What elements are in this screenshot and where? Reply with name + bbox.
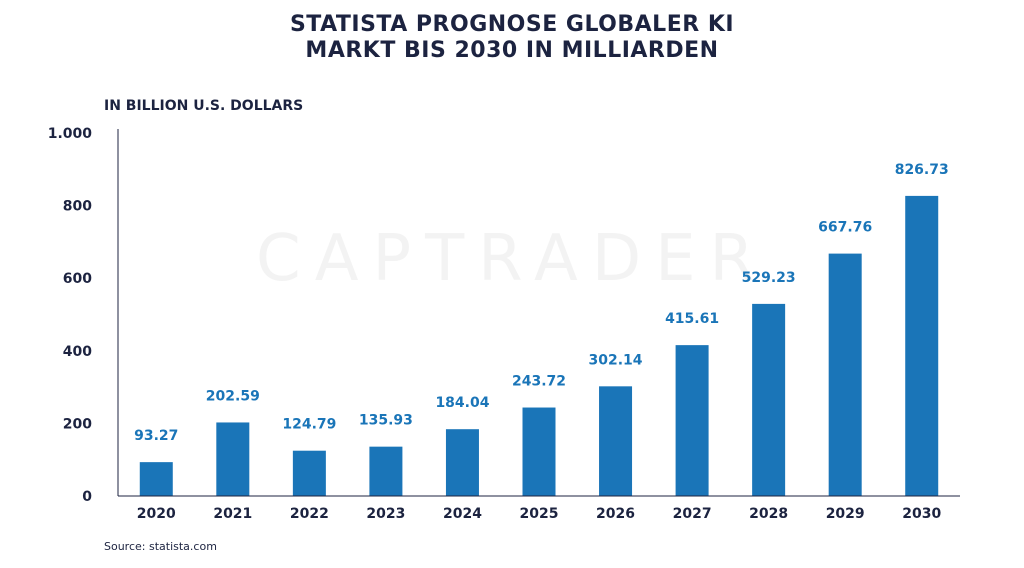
source-note: Source: statista.com bbox=[104, 540, 217, 553]
x-tick-label: 2026 bbox=[596, 506, 635, 522]
y-axis-ticks: 0 200 400 600 800 1.000 bbox=[48, 126, 93, 505]
bar bbox=[369, 446, 403, 496]
data-label: 135.93 bbox=[359, 413, 413, 429]
y-tick-label: 800 bbox=[63, 199, 92, 215]
x-tick-label: 2025 bbox=[520, 506, 559, 522]
y-tick-label: 1.000 bbox=[48, 126, 93, 142]
bar bbox=[675, 345, 709, 496]
data-label: 302.14 bbox=[589, 352, 643, 368]
y-axis-unit-label: IN BILLION U.S. DOLLARS bbox=[104, 98, 304, 114]
data-label: 202.59 bbox=[206, 388, 260, 404]
x-tick-label: 2030 bbox=[902, 506, 941, 522]
bar bbox=[522, 407, 556, 496]
bar bbox=[905, 195, 939, 496]
y-tick-label: 600 bbox=[63, 271, 92, 287]
y-tick-label: 200 bbox=[63, 416, 92, 432]
data-label: 415.61 bbox=[665, 311, 719, 327]
x-axis-ticks: 2020 2021 2022 2023 2024 2025 2026 2027 2028 2029… bbox=[137, 506, 942, 522]
x-tick-label: 2020 bbox=[137, 506, 176, 522]
chart-title-line-1: STATISTA PROGNOSE GLOBALER KI bbox=[289, 12, 735, 37]
data-labels: 93.27 202.59 124.79 135.93 184.04 243.72 302.1… bbox=[134, 162, 949, 444]
data-label: 243.72 bbox=[512, 374, 566, 390]
data-label: 93.27 bbox=[134, 428, 178, 444]
x-tick-label: 2022 bbox=[290, 506, 329, 522]
bar bbox=[752, 303, 786, 496]
bar bbox=[599, 386, 633, 496]
bar bbox=[216, 422, 250, 496]
data-label: 529.23 bbox=[742, 270, 796, 286]
x-tick-label: 2028 bbox=[749, 506, 788, 522]
data-label: 826.73 bbox=[895, 162, 949, 178]
bars bbox=[139, 195, 939, 496]
bar bbox=[828, 253, 862, 496]
data-label: 124.79 bbox=[282, 417, 336, 433]
y-tick-label: 400 bbox=[63, 344, 92, 360]
bar bbox=[139, 462, 173, 496]
x-tick-label: 2023 bbox=[366, 506, 405, 522]
bar bbox=[445, 429, 479, 496]
chart-title-line-2: MARKT BIS 2030 IN MILLIARDEN bbox=[305, 38, 719, 63]
bar bbox=[292, 450, 326, 496]
data-label: 184.04 bbox=[435, 395, 489, 411]
x-tick-label: 2021 bbox=[213, 506, 252, 522]
y-tick-label: 0 bbox=[82, 489, 92, 505]
chart-title: STATISTA PROGNOSE GLOBALER KI MARKT BIS … bbox=[0, 12, 1024, 64]
x-tick-label: 2027 bbox=[673, 506, 712, 522]
watermark: CAPTRADER bbox=[256, 222, 768, 296]
data-label: 667.76 bbox=[818, 220, 872, 236]
x-tick-label: 2024 bbox=[443, 506, 482, 522]
x-tick-label: 2029 bbox=[826, 506, 865, 522]
